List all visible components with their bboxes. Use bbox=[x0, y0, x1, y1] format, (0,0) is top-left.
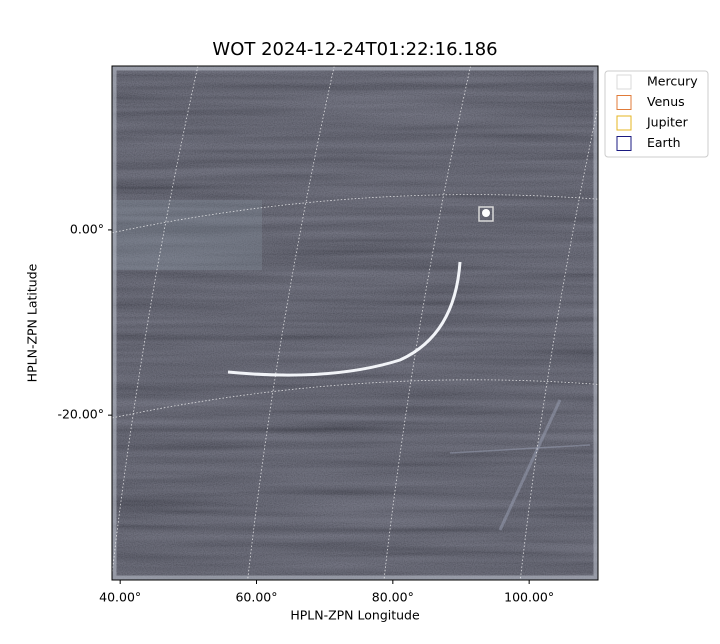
legend bbox=[604, 70, 709, 158]
grid bbox=[112, 66, 598, 580]
legend-swatch bbox=[616, 95, 632, 110]
x-axis-label: HPLN-ZPN Longitude bbox=[290, 608, 420, 623]
axes-frame bbox=[111, 65, 599, 581]
legend-label: Mercury bbox=[647, 74, 698, 89]
legend-swatch bbox=[616, 74, 632, 90]
y-tick-label: -20.00° bbox=[57, 407, 104, 422]
legend-swatch bbox=[616, 136, 632, 151]
x-tick-label: 80.00° bbox=[372, 590, 414, 605]
planet-marker bbox=[478, 206, 494, 222]
y-axis-label: HPLN-ZPN Latitude bbox=[25, 263, 40, 382]
legend-label: Jupiter bbox=[646, 115, 689, 130]
x-tick-label: 60.00° bbox=[235, 590, 277, 605]
legend-label: Earth bbox=[647, 135, 681, 150]
legend-label: Venus bbox=[647, 94, 685, 109]
x-tick-label: 40.00° bbox=[99, 590, 141, 605]
image bbox=[112, 66, 598, 580]
chart-title: WOT 2024-12-24T01:22:16.186 bbox=[212, 39, 497, 60]
x-tick-label: 100.00° bbox=[504, 590, 554, 605]
grid-line bbox=[112, 379, 598, 419]
grid-line bbox=[112, 194, 598, 234]
legend-swatch bbox=[616, 115, 632, 131]
y-tick-label: 0.00° bbox=[70, 221, 104, 236]
